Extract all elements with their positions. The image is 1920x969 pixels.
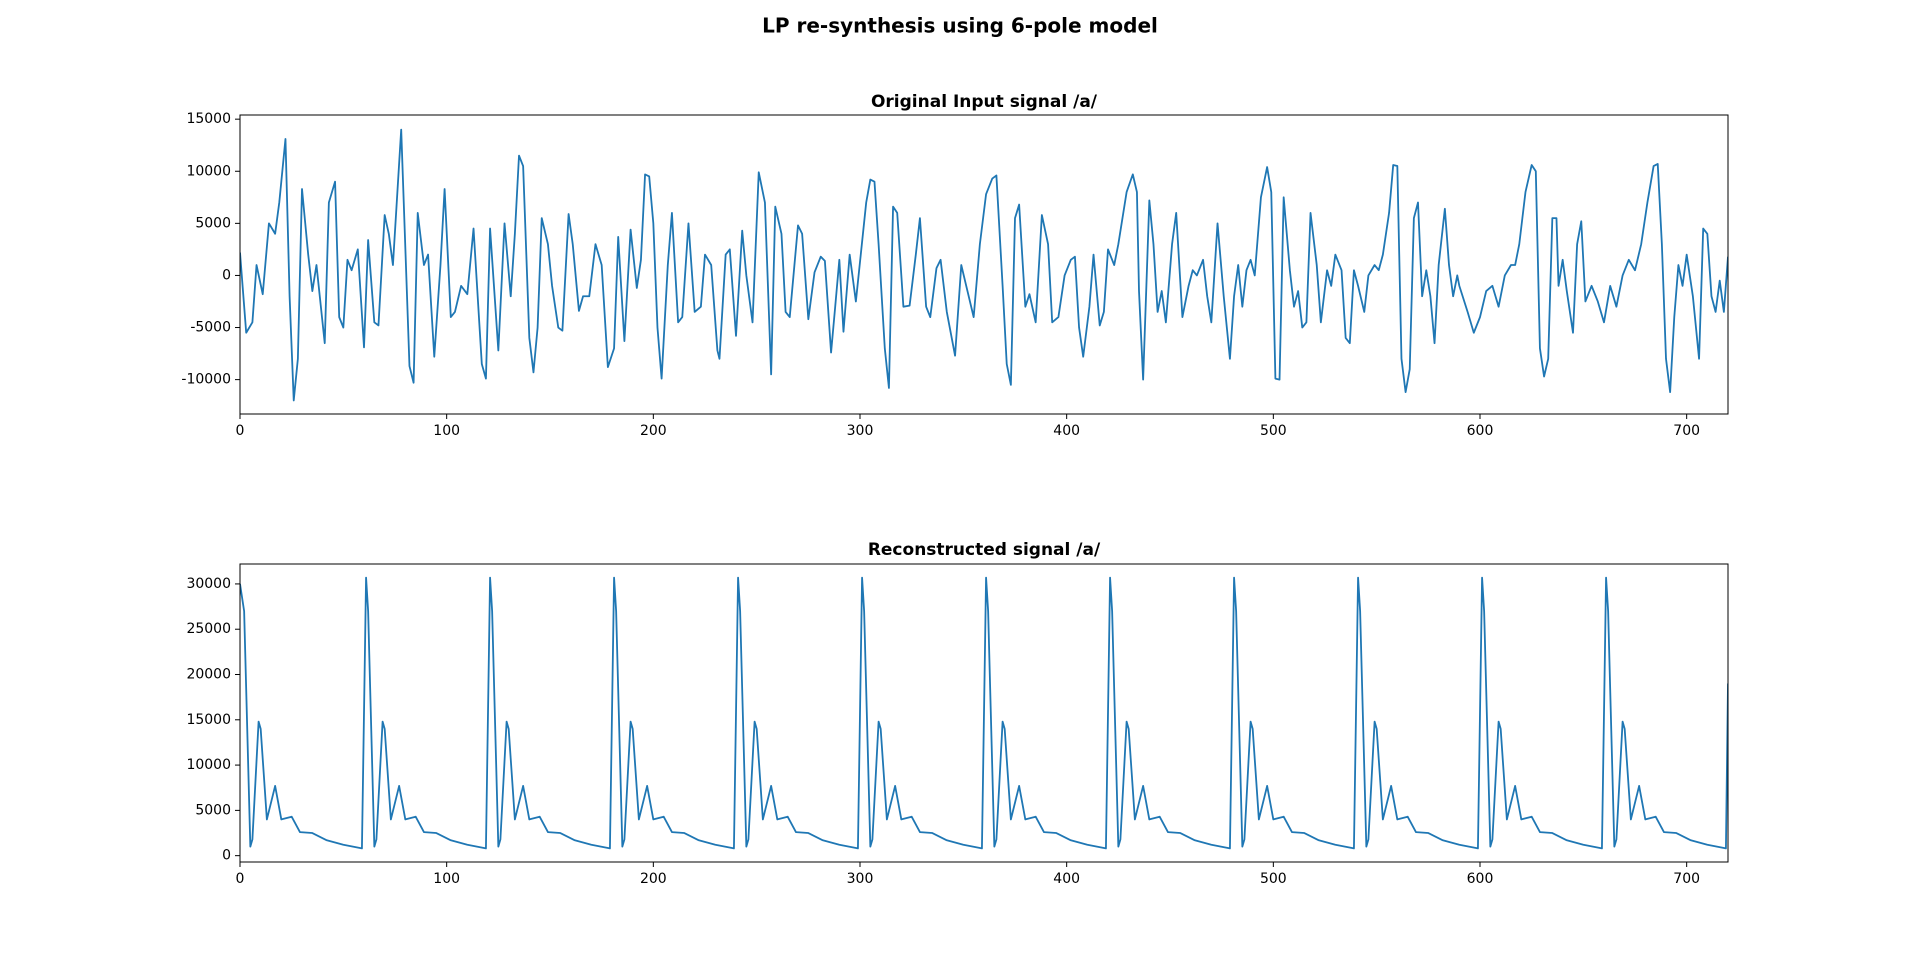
x-tick-label: 500 xyxy=(1260,423,1287,439)
x-tick-label: 700 xyxy=(1673,871,1700,887)
x-tick-label: 0 xyxy=(236,423,245,439)
y-tick-label: 10000 xyxy=(186,757,231,773)
x-tick-label: 400 xyxy=(1053,871,1080,887)
y-tick-label: -5000 xyxy=(190,320,231,336)
x-tick-label: 600 xyxy=(1467,423,1494,439)
x-tick-label: 200 xyxy=(640,871,667,887)
axes-frame xyxy=(239,563,1729,863)
subplot-title: Original Input signal /a/ xyxy=(871,92,1098,112)
y-tick-label: 15000 xyxy=(186,712,231,728)
figure-title: LP re-synthesis using 6-pole model xyxy=(762,14,1158,38)
y-tick-label: 15000 xyxy=(186,111,231,127)
x-tick-label: 400 xyxy=(1053,423,1080,439)
x-tick-label: 500 xyxy=(1260,871,1287,887)
x-tick-label: 0 xyxy=(236,871,245,887)
y-tick-label: 25000 xyxy=(186,621,231,637)
axes-frame xyxy=(239,114,1729,415)
y-tick-label: 5000 xyxy=(195,215,231,231)
signal-line xyxy=(240,576,1728,850)
x-tick-label: 200 xyxy=(640,423,667,439)
x-tick-label: 700 xyxy=(1673,423,1700,439)
y-tick-label: 0 xyxy=(222,848,231,864)
x-tick-label: 300 xyxy=(847,423,874,439)
x-tick-label: 100 xyxy=(433,871,460,887)
subplot-title: Reconstructed signal /a/ xyxy=(868,540,1101,560)
y-tick-label: 20000 xyxy=(186,667,231,683)
y-tick-label: 0 xyxy=(222,267,231,283)
x-tick-label: 100 xyxy=(433,423,460,439)
y-tick-label: -10000 xyxy=(181,372,231,388)
x-tick-label: 600 xyxy=(1467,871,1494,887)
signal-line xyxy=(240,128,1728,402)
x-tick-label: 300 xyxy=(847,871,874,887)
y-tick-label: 5000 xyxy=(195,802,231,818)
y-tick-label: 30000 xyxy=(186,576,231,592)
y-tick-label: 10000 xyxy=(186,163,231,179)
